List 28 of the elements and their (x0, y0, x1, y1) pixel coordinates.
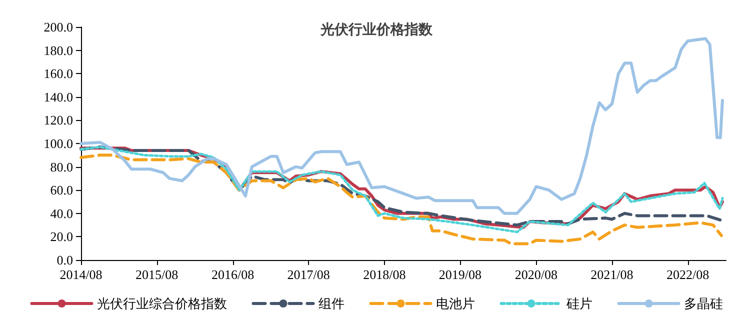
y-tick-label: 40.0 (50, 206, 73, 221)
y-tick-label: 120.0 (44, 112, 73, 128)
x-tick-label: 2015/08 (135, 267, 178, 282)
y-tick-label: 60.0 (50, 182, 73, 198)
line-series (80, 37, 724, 215)
x-tick-label: 2020/08 (514, 267, 558, 282)
chart-title: 光伏行业价格指数 (320, 22, 434, 38)
x-tick-label: 2016/08 (211, 267, 254, 282)
legend-label: 电池片 (436, 296, 475, 311)
legend-label: 硅片 (565, 296, 592, 311)
y-tick-label: 200.0 (44, 20, 73, 34)
x-tick-label: 2021/08 (590, 267, 634, 282)
y-tick-label: 0.0 (56, 252, 73, 268)
y-tick-label: 140.0 (44, 89, 73, 104)
y-tick-label: 100.0 (44, 136, 73, 151)
x-tick-label: 2017/08 (287, 267, 330, 282)
y-tick-label: 80.0 (50, 159, 73, 174)
y-tick-label: 20.0 (50, 229, 73, 244)
x-tick-label: 2019/08 (438, 267, 482, 282)
line-series (80, 154, 723, 246)
legend-label: 光伏行业综合价格指数 (96, 296, 227, 311)
y-tick-label: 180.0 (44, 42, 73, 58)
x-tick-label: 2014/08 (60, 267, 102, 282)
x-tick-label: 2022/08 (666, 267, 710, 282)
x-tick-label: 2018/08 (363, 267, 406, 282)
legend-label: 组件 (318, 296, 344, 311)
y-tick-label: 160.0 (44, 66, 73, 82)
legend-label: 多晶硅 (684, 296, 723, 311)
